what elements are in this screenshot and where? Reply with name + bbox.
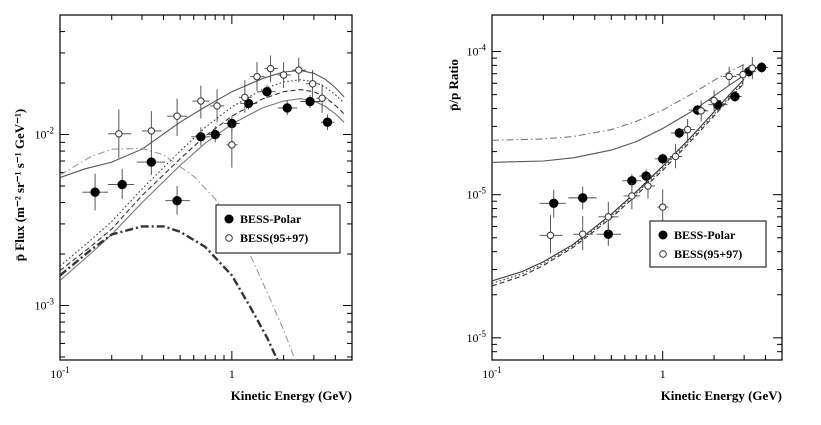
data-point-open xyxy=(318,94,326,102)
data-point-filled xyxy=(756,62,767,73)
data-point-open xyxy=(710,96,718,105)
x-tick-label: 1 xyxy=(229,367,235,381)
plot-frame xyxy=(491,14,783,361)
legend-label: BESS(95+97) xyxy=(674,247,742,261)
data-point-open xyxy=(241,93,249,102)
y-tick-exponent: -3 xyxy=(47,296,55,306)
legend-marker-filled xyxy=(658,230,668,240)
data-point-filled xyxy=(730,91,740,102)
x-tick-label: 1 xyxy=(660,367,666,381)
y-axis-label: p̄ Flux (m⁻² sr⁻¹ s⁻¹ GeV⁻¹) xyxy=(12,109,27,261)
data-point-open xyxy=(546,231,555,240)
model-curve-dashdot xyxy=(492,64,745,141)
x-tick-exponent: -1 xyxy=(62,365,70,375)
x-tick-label: 10-1 xyxy=(50,365,70,381)
data-point-open xyxy=(147,127,156,135)
x-axis-label: Kinetic Energy (GeV) xyxy=(661,388,782,403)
model-curve-solid xyxy=(492,75,745,163)
chart-panel-right: 10-1 1 10-5 10-5 10-4 Kinetic Energy (GeV) p̄/… xyxy=(446,14,783,403)
data-point-filled xyxy=(210,129,220,140)
data-point-open xyxy=(295,66,303,74)
model-curve-solid xyxy=(60,98,345,281)
model-curve-dashed xyxy=(492,82,745,287)
data-point-open xyxy=(253,72,261,81)
data-point-open xyxy=(228,141,236,149)
data-point-filled xyxy=(305,96,315,107)
data-point-filled xyxy=(243,98,254,109)
data-point-filled xyxy=(196,132,206,142)
x-axis-label: Kinetic Energy (GeV) xyxy=(231,388,352,403)
model-curve-dashdot xyxy=(60,147,296,360)
model-curve-solid xyxy=(60,69,345,179)
legend-marker-open xyxy=(659,250,667,258)
series-bess-95-97- xyxy=(107,55,328,168)
data-point-open xyxy=(213,102,221,110)
legend: BESS-Polar BESS(95+97) xyxy=(649,220,767,268)
data-point-open xyxy=(671,152,680,161)
data-point-open xyxy=(308,80,317,88)
data-point-open xyxy=(628,192,636,200)
data-point-filled xyxy=(674,128,684,138)
legend-marker-open xyxy=(225,234,233,242)
data-point-open xyxy=(579,230,587,238)
data-point-open xyxy=(173,112,181,120)
legend-label: BESS-Polar xyxy=(674,228,736,242)
data-point-filled xyxy=(549,198,559,209)
series-bess-polar xyxy=(82,85,335,215)
data-point-open xyxy=(725,72,733,81)
chart-panel-left: 10-1 1 10-3 10-2 Kinetic Energy (GeV) p̄ Flux… xyxy=(12,14,353,403)
data-point-open xyxy=(748,64,757,72)
data-point-open xyxy=(644,182,652,190)
data-point-open xyxy=(266,64,275,73)
y-tick-label: 10-4 xyxy=(467,43,487,59)
y-tick-exponent: -2 xyxy=(47,126,55,136)
data-point-open xyxy=(683,125,692,134)
y-tick-exponent: -4 xyxy=(479,43,487,53)
legend-label: BESS(95+97) xyxy=(240,231,308,245)
legend: BESS-Polar BESS(95+97) xyxy=(215,204,341,254)
y-tick-exponent: -5 xyxy=(479,329,487,339)
x-tick-exponent: -1 xyxy=(494,365,502,375)
data-point-open xyxy=(279,71,288,79)
y-tick-exponent: -5 xyxy=(479,186,487,196)
data-point-filled xyxy=(90,187,100,197)
data-point-open xyxy=(739,70,747,79)
data-point-open xyxy=(658,203,667,211)
y-tick-label: 10-2 xyxy=(35,126,55,142)
data-point-filled xyxy=(146,157,157,167)
legend-box xyxy=(649,220,767,268)
data-point-filled xyxy=(262,86,272,97)
plot-frame xyxy=(59,14,353,361)
data-point-open xyxy=(115,130,123,138)
y-tick-label: 10-5 xyxy=(467,329,487,345)
x-tick-label: 10-1 xyxy=(482,365,502,381)
series-bess-95-97- xyxy=(539,57,758,254)
data-point-filled xyxy=(322,117,333,127)
data-point-open xyxy=(697,107,705,115)
data-point-filled xyxy=(578,193,588,203)
data-point-filled xyxy=(172,196,182,206)
data-point-open xyxy=(197,97,205,105)
y-tick-label: 10-5 xyxy=(467,186,487,202)
data-point-filled xyxy=(117,179,127,190)
data-point-filled xyxy=(641,171,651,181)
y-tick-label: 10-3 xyxy=(35,296,55,312)
data-point-open xyxy=(604,213,612,221)
legend-marker-filled xyxy=(224,214,234,224)
legend-label: BESS-Polar xyxy=(240,212,302,226)
legend-box xyxy=(215,204,341,254)
y-axis-label: p̄/p Ratio xyxy=(446,59,461,111)
data-point-filled xyxy=(657,154,668,164)
data-point-filled xyxy=(282,103,292,113)
